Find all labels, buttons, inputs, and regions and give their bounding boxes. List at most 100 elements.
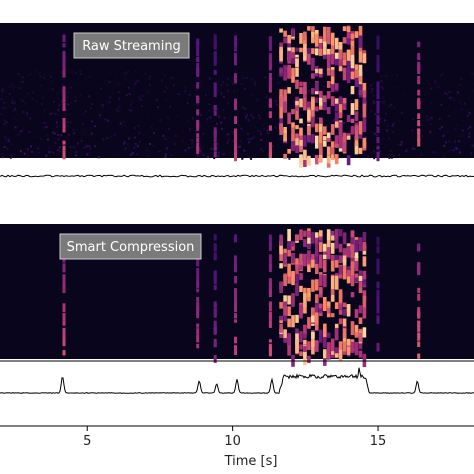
noise-pixel bbox=[129, 153, 132, 156]
noise-pixel bbox=[380, 86, 383, 89]
chorus-element bbox=[330, 54, 335, 65]
noise-pixel bbox=[237, 145, 240, 148]
chorus-element bbox=[295, 100, 299, 106]
noise-pixel bbox=[84, 146, 87, 149]
noise-pixel bbox=[257, 114, 260, 117]
noise-pixel bbox=[42, 101, 45, 104]
chorus-element bbox=[330, 82, 335, 92]
noise-pixel bbox=[419, 111, 422, 114]
noise-pixel bbox=[16, 118, 18, 121]
chorus-element bbox=[311, 26, 315, 35]
burst-streak bbox=[376, 317, 380, 323]
x-tick-label: 10 bbox=[224, 434, 241, 449]
noise-pixel bbox=[15, 134, 18, 137]
noise-pixel bbox=[231, 96, 234, 98]
chorus-element bbox=[315, 238, 319, 245]
noise-pixel bbox=[64, 108, 67, 111]
noise-pixel bbox=[370, 109, 373, 112]
noise-pixel bbox=[240, 127, 243, 130]
noise-pixel bbox=[392, 122, 395, 125]
noise-pixel bbox=[452, 98, 455, 101]
burst-streak bbox=[268, 346, 272, 355]
noise-pixel bbox=[252, 116, 255, 119]
noise-pixel bbox=[220, 121, 223, 124]
noise-pixel bbox=[165, 116, 168, 118]
noise-pixel bbox=[254, 123, 257, 126]
burst-streak bbox=[376, 92, 380, 100]
noise-pixel bbox=[30, 145, 32, 148]
noise-pixel bbox=[236, 120, 239, 123]
burst-streak bbox=[417, 287, 421, 293]
chorus-element bbox=[342, 302, 347, 308]
noise-pixel bbox=[412, 147, 414, 150]
noise-pixel bbox=[13, 86, 15, 89]
noise-pixel bbox=[274, 126, 277, 129]
chorus-element bbox=[319, 102, 323, 110]
chorus-element bbox=[279, 123, 283, 135]
noise-pixel bbox=[455, 147, 458, 150]
noise-pixel bbox=[102, 104, 104, 107]
burst-streak bbox=[268, 302, 272, 312]
noise-pixel bbox=[316, 153, 319, 155]
noise-pixel bbox=[245, 76, 248, 79]
noise-pixel bbox=[231, 94, 234, 97]
chorus-element bbox=[283, 37, 287, 44]
noise-pixel bbox=[373, 101, 376, 104]
burst-streak bbox=[268, 88, 272, 93]
noise-pixel bbox=[137, 124, 140, 127]
noise-pixel bbox=[188, 128, 191, 131]
noise-pixel bbox=[60, 134, 63, 137]
chorus-element bbox=[334, 135, 339, 148]
noise-pixel bbox=[84, 110, 87, 113]
noise-pixel bbox=[214, 78, 217, 81]
burst-streak bbox=[376, 64, 380, 71]
chorus-element bbox=[350, 46, 355, 55]
chorus-element bbox=[307, 258, 311, 273]
burst-streak bbox=[234, 56, 237, 66]
burst-streak bbox=[213, 142, 217, 150]
noise-pixel bbox=[101, 103, 104, 106]
chorus-element bbox=[303, 324, 307, 337]
chorus-element bbox=[295, 282, 299, 296]
noise-pixel bbox=[177, 115, 180, 118]
burst-streak bbox=[417, 41, 421, 48]
noise-pixel bbox=[140, 88, 143, 91]
chorus-element bbox=[362, 82, 367, 93]
burst-streak bbox=[234, 275, 237, 284]
noise-pixel bbox=[173, 143, 176, 146]
burst-streak bbox=[62, 92, 66, 99]
noise-pixel bbox=[427, 118, 430, 121]
chorus-element bbox=[299, 331, 303, 343]
noise-pixel bbox=[142, 121, 145, 124]
chorus-element bbox=[303, 333, 307, 339]
noise-pixel bbox=[374, 113, 377, 116]
chorus-element bbox=[279, 240, 283, 255]
noise-pixel bbox=[388, 156, 391, 159]
chorus-element bbox=[338, 341, 343, 351]
chorus-element bbox=[291, 271, 295, 282]
noise-pixel bbox=[454, 146, 457, 149]
noise-pixel bbox=[226, 83, 229, 86]
chorus-element bbox=[334, 353, 339, 358]
noise-pixel bbox=[443, 91, 446, 94]
burst-streak bbox=[234, 73, 237, 79]
chorus-element bbox=[315, 124, 319, 130]
chorus-element bbox=[319, 38, 323, 43]
burst-streak bbox=[213, 90, 217, 98]
burst-streak bbox=[417, 113, 421, 119]
chorus-element bbox=[295, 58, 299, 68]
noise-pixel bbox=[81, 148, 84, 150]
noise-pixel bbox=[165, 98, 168, 101]
noise-pixel bbox=[70, 101, 73, 104]
noise-pixel bbox=[411, 129, 414, 132]
noise-pixel bbox=[341, 106, 344, 109]
burst-streak bbox=[268, 111, 272, 117]
chorus-element bbox=[311, 99, 315, 110]
chorus-element bbox=[295, 264, 299, 277]
noise-pixel bbox=[405, 149, 408, 152]
noise-pixel bbox=[51, 112, 54, 115]
noise-pixel bbox=[61, 90, 64, 92]
noise-pixel bbox=[71, 73, 74, 76]
chorus-element bbox=[350, 40, 355, 49]
chorus-element bbox=[350, 292, 355, 298]
